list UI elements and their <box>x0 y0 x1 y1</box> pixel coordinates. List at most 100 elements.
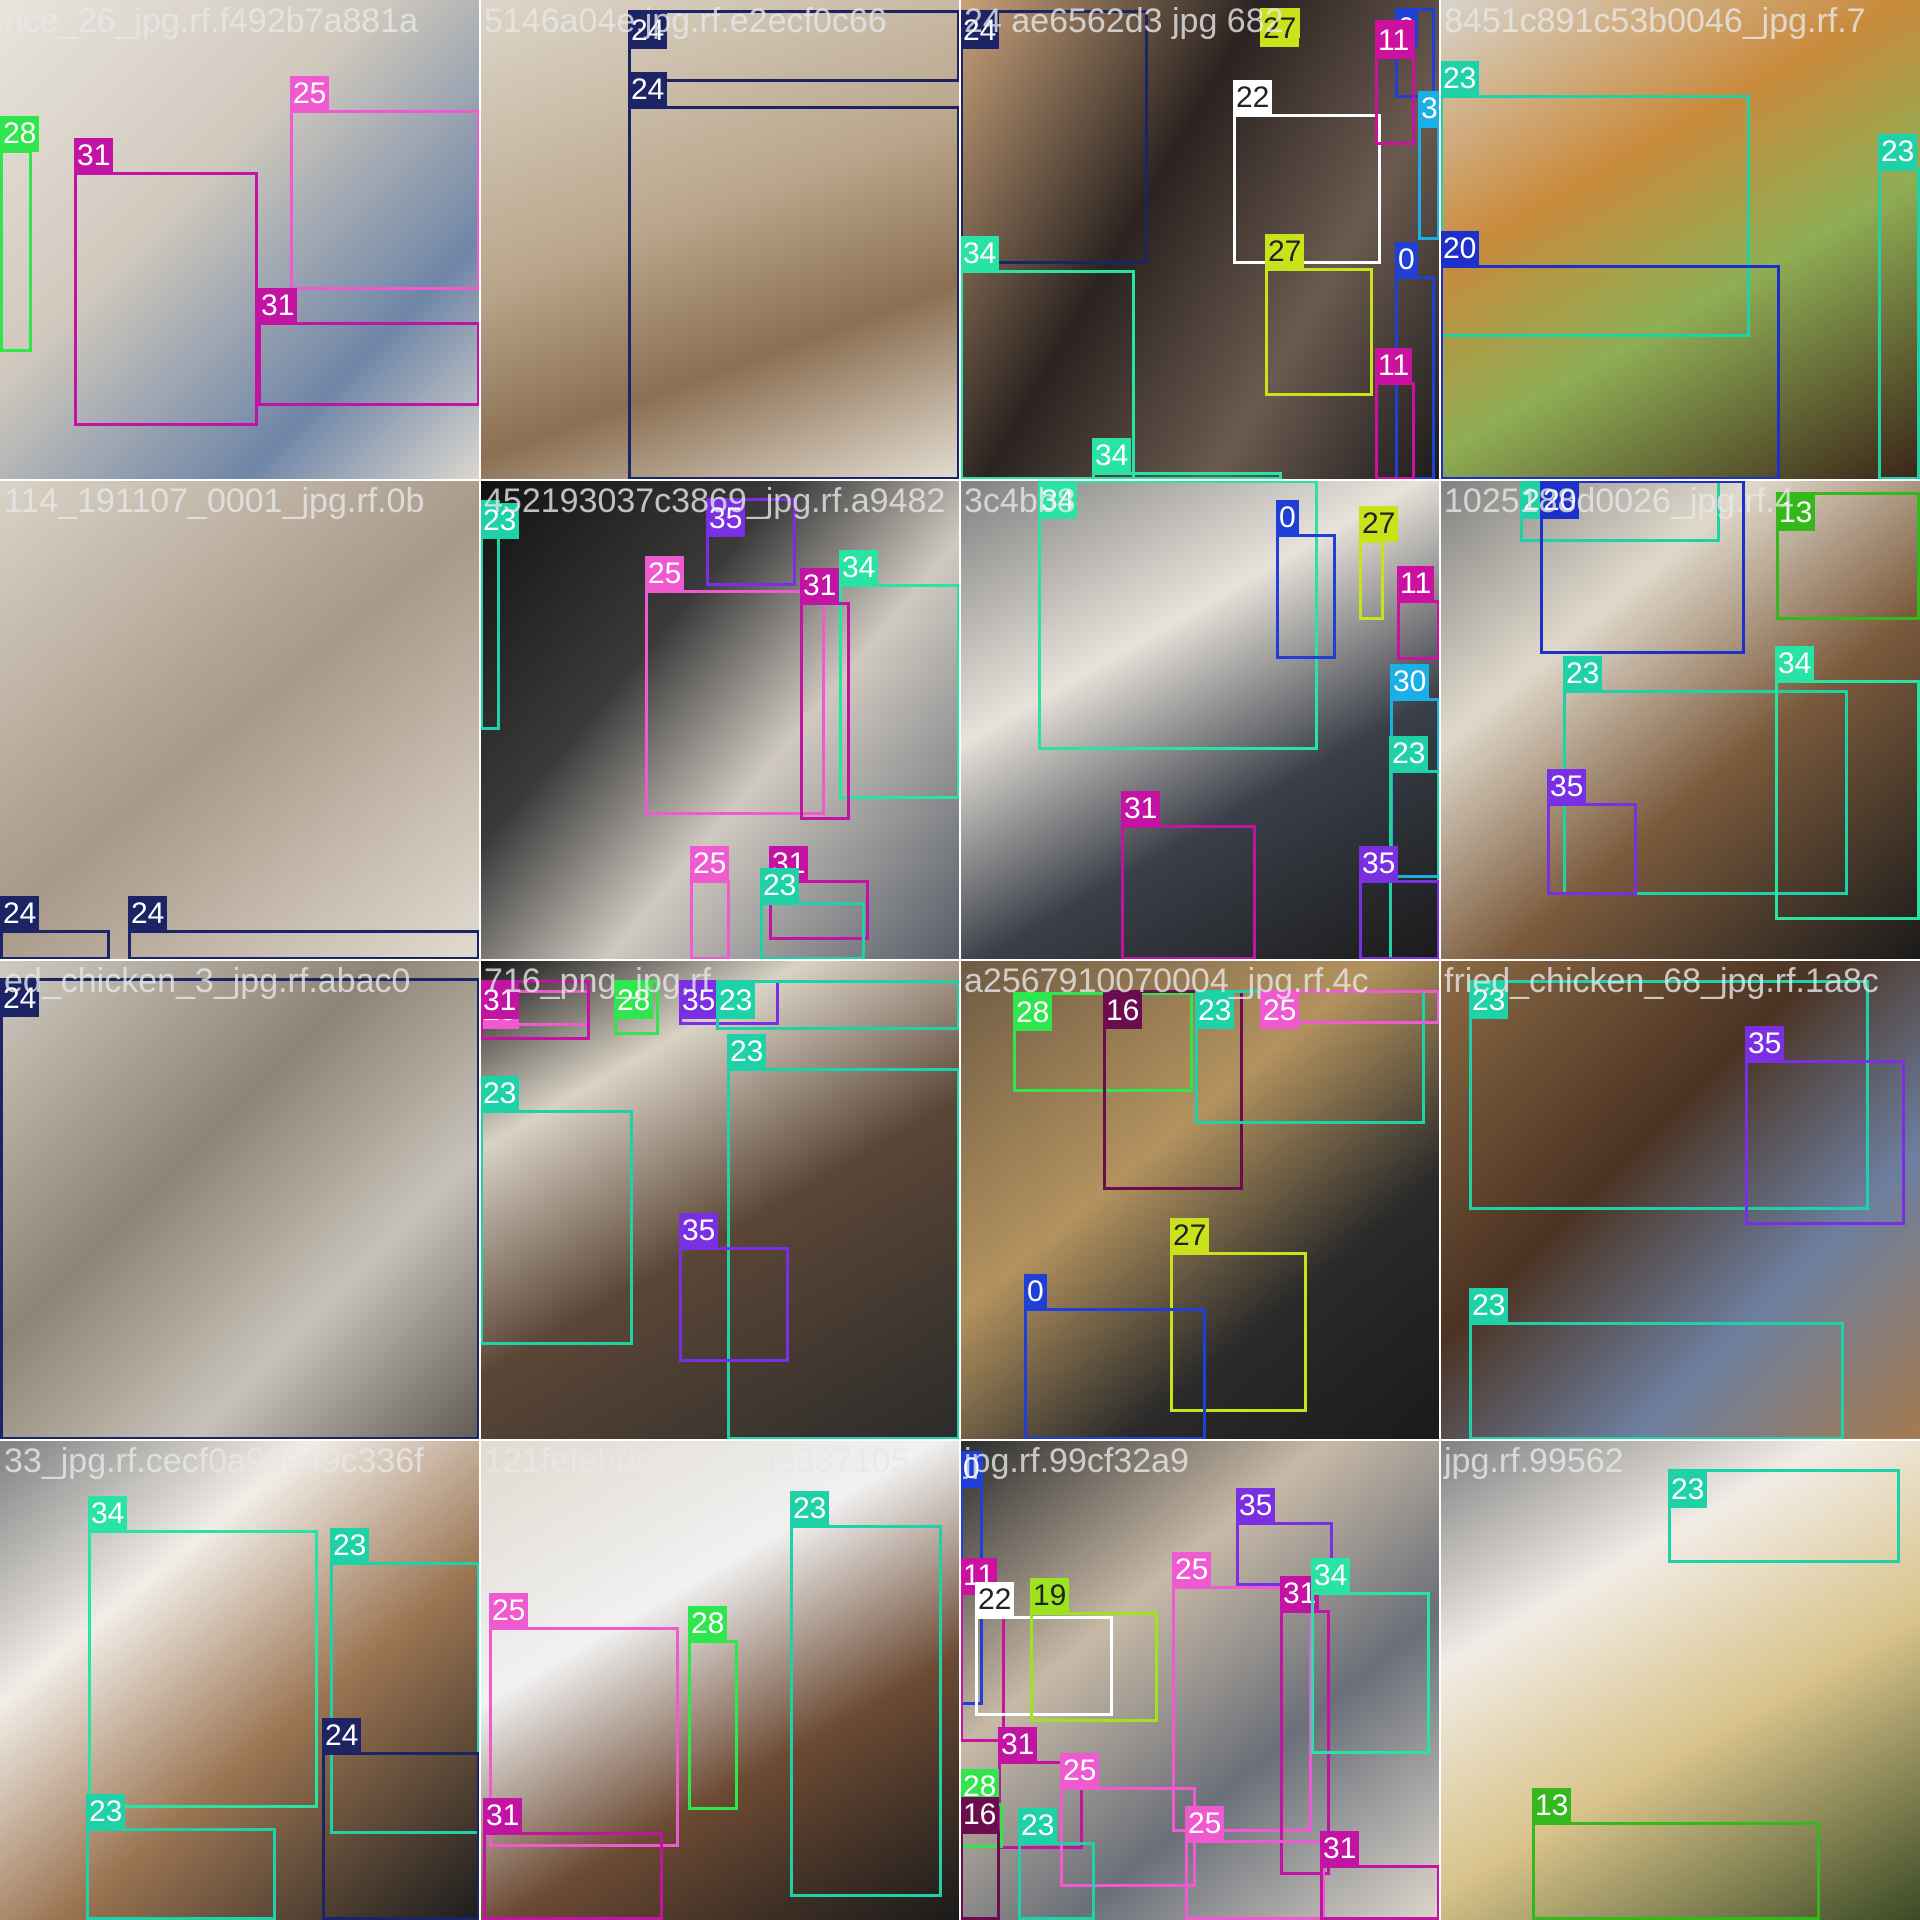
class-label: 24 <box>128 896 168 932</box>
bounding-box: 27 <box>1260 8 1300 47</box>
bounding-box: 24 <box>322 1718 480 1920</box>
bounding-box: 31 <box>1320 1831 1440 1920</box>
bounding-box: 30 <box>1418 91 1440 240</box>
tile-filename: 8451c891c53b0046_jpg.rf.7 <box>1444 2 1866 40</box>
tile-filename: 5146a04e.jpg.rf.e2ecf0c66 <box>484 2 887 40</box>
bounding-box: 27 <box>1170 1218 1307 1412</box>
bounding-box: 35 <box>1359 846 1440 960</box>
class-label: 16 <box>1103 993 1143 1029</box>
bounding-box: 23 <box>1668 1469 1900 1563</box>
class-label: 35 <box>1236 1488 1276 1524</box>
bounding-box: 24 <box>0 978 480 1440</box>
bounding-box: 35 <box>679 1213 789 1362</box>
class-label: 35 <box>679 983 719 1019</box>
bounding-box: 25 <box>1260 990 1440 1029</box>
class-label: 27 <box>1170 1218 1210 1254</box>
bounding-box: 24 <box>128 896 480 960</box>
class-label: 25 <box>1060 1753 1100 1789</box>
class-label: 25 <box>290 76 330 112</box>
mosaic-tile: 0 11 22 19 35 25 31 34 31 25 28 23 16 25 31 jpg.rf.99cf… <box>960 1440 1440 1920</box>
class-label: 28 <box>614 983 654 1019</box>
mosaic-tile: 34 0 27 11 30 23 31 35 3c4bb8 <box>960 480 1440 960</box>
class-label: 25 <box>645 556 685 592</box>
class-label: 24 <box>628 13 668 49</box>
bounding-box: 0 <box>1024 1274 1206 1440</box>
class-label: 23 <box>716 983 756 1019</box>
mosaic-tile: 23 13 jpg.rf.99562 <box>1440 1440 1920 1920</box>
class-label: 13 <box>1532 1788 1572 1824</box>
tile-filename: jpg.rf.99cf32a9 <box>964 1442 1189 1480</box>
tile-filename: 716_png_jpg.rf <box>484 962 711 1000</box>
mosaic-tile: 28 16 23 25 27 0 a2567910070004_jpg.rf.4c <box>960 960 1440 1440</box>
class-label: 23 <box>1469 983 1509 1019</box>
tile-divider <box>1439 0 1441 1920</box>
class-label: 24 <box>0 896 40 932</box>
bounding-box: 11 <box>1397 566 1440 660</box>
bounding-box: 25 <box>1172 1552 1312 1832</box>
mosaic-tile: 24 24 5146a04e.jpg.rf.e2ecf0c66 <box>480 0 960 480</box>
class-label: 31 <box>258 288 298 324</box>
class-label: 28 <box>1013 995 1053 1031</box>
class-label: 23 <box>330 1528 370 1564</box>
class-label: 11 <box>1375 23 1413 59</box>
bounding-box: 25 <box>1185 1806 1325 1920</box>
class-label: 30 <box>1418 91 1440 127</box>
class-label: 20 <box>1540 483 1580 519</box>
bounding-box: 20 <box>1540 480 1745 654</box>
class-label: 23 <box>1440 61 1480 97</box>
bounding-box: 27 <box>1359 506 1399 620</box>
class-label: 23 <box>1469 1288 1509 1324</box>
bounding-box: 25 <box>290 76 480 290</box>
bounding-box: 13 <box>1776 492 1920 620</box>
bounding-box: 28 <box>688 1606 738 1810</box>
bounding-box: 34 <box>1311 1558 1430 1754</box>
bounding-box: 16 <box>1103 990 1243 1190</box>
class-label: 23 <box>480 1076 520 1112</box>
class-label: 34 <box>1311 1558 1351 1594</box>
mosaic-tile: 24 24 114_191107_0001_jpg.rf.0b <box>0 480 480 960</box>
bounding-box: 31 <box>1121 791 1256 960</box>
class-label: 22 <box>975 1582 1015 1618</box>
bounding-box: 35 <box>1547 769 1637 895</box>
mosaic-tile: 25 28 31 23 121fefebdd179860fe837105 <box>480 1440 960 1920</box>
bounding-box: 27 <box>1265 234 1373 396</box>
class-label: 24 <box>322 1718 362 1754</box>
tile-filename: 452193037c3869_jpg.rf.a9482 <box>484 482 946 520</box>
bounding-box: 23 <box>1469 980 1869 1210</box>
class-label: 31 <box>483 1798 523 1834</box>
tile-filename: 33_jpg.rf.cecf0a90e49c336f <box>4 1442 424 1480</box>
bounding-box: 16 <box>960 1797 1000 1920</box>
class-label: 0 <box>1276 500 1299 536</box>
bounding-box: 20 <box>1440 231 1780 480</box>
class-label: 23 <box>480 503 520 539</box>
class-label: 34 <box>960 236 1000 272</box>
mosaic-tile: 2831253131rice_26_jpg.rf.f492b7a881a <box>0 0 480 480</box>
tile-filename: 114_191107_0001_jpg.rf.0b <box>4 482 425 520</box>
bounding-box: 34 <box>1092 438 1282 480</box>
bounding-box: 34 <box>1775 646 1920 920</box>
class-label: 30 <box>1390 664 1430 700</box>
tile-filename: rice_26_jpg.rf.f492b7a881a <box>4 2 418 40</box>
bounding-box: 25 <box>690 846 730 960</box>
class-label: 34 <box>1775 646 1815 682</box>
mosaic-tile: 34 23 23 24 33_jpg.rf.cecf0a90e49c336f <box>0 1440 480 1920</box>
class-label: 31 <box>800 568 840 604</box>
class-label: 31 <box>769 846 809 882</box>
class-label: 25 <box>489 1593 529 1629</box>
bounding-box: 11 <box>1375 348 1415 480</box>
class-label: 28 <box>0 116 40 152</box>
class-label: 0 <box>960 1451 983 1487</box>
class-label: 0 <box>1024 1274 1047 1310</box>
bounding-box: 24 <box>960 10 1148 264</box>
class-label: 11 <box>1397 566 1435 602</box>
class-label: 34 <box>1092 438 1132 474</box>
bounding-box: 23 <box>480 1076 633 1345</box>
class-label: 16 <box>960 1797 1000 1833</box>
class-label: 23 <box>1195 993 1235 1029</box>
class-label: 31 <box>998 1727 1038 1763</box>
bounding-box: 34 <box>839 550 960 799</box>
mosaic-tile: 23 35 23 fried_chicken_68_jpg.rf.1a8c <box>1440 960 1920 1440</box>
bounding-box: 24 <box>0 896 110 960</box>
mosaic-tile: 24 ed_chicken_3_jpg.rf.abac0 <box>0 960 480 1440</box>
